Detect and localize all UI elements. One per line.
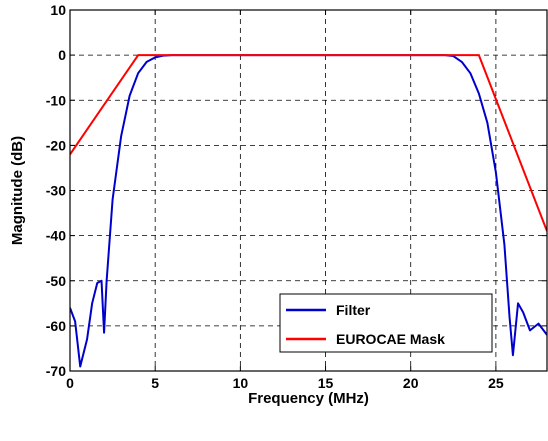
y-tick-label: -60 <box>46 318 66 334</box>
legend-box <box>279 293 493 353</box>
legend: Filter EUROCAE Mask <box>279 293 493 353</box>
x-axis-title: Frequency (MHz) <box>248 390 369 407</box>
x-tick-label: 15 <box>318 375 334 391</box>
legend-label-filter: Filter <box>336 302 371 318</box>
y-tick-label: -20 <box>46 137 66 153</box>
y-tick-label: -50 <box>46 273 66 289</box>
y-tick-label: -40 <box>46 228 66 244</box>
legend-label-eurocae-mask: EUROCAE Mask <box>336 331 445 347</box>
series-layer <box>70 54 547 368</box>
x-tick-label: 5 <box>151 375 159 391</box>
x-tick-label: 10 <box>233 375 249 391</box>
y-tick-label: 10 <box>50 2 66 18</box>
tick-labels: 0 5 10 15 20 25 10 0 -10 -20 -30 -40 -50 -60 -70 <box>46 2 504 391</box>
x-tick-label: 20 <box>403 375 419 391</box>
x-tick-label: 25 <box>488 375 504 391</box>
y-tick-label: -30 <box>46 183 66 199</box>
ticks <box>69 9 547 372</box>
x-tick-label: 0 <box>66 375 74 391</box>
y-tick-label: -70 <box>46 363 66 379</box>
series-line-eurocae-mask <box>70 54 547 232</box>
y-tick-label: -10 <box>46 92 66 108</box>
y-axis-title: Magnitude (dB) <box>9 136 26 245</box>
y-tick-label: 0 <box>58 47 66 63</box>
